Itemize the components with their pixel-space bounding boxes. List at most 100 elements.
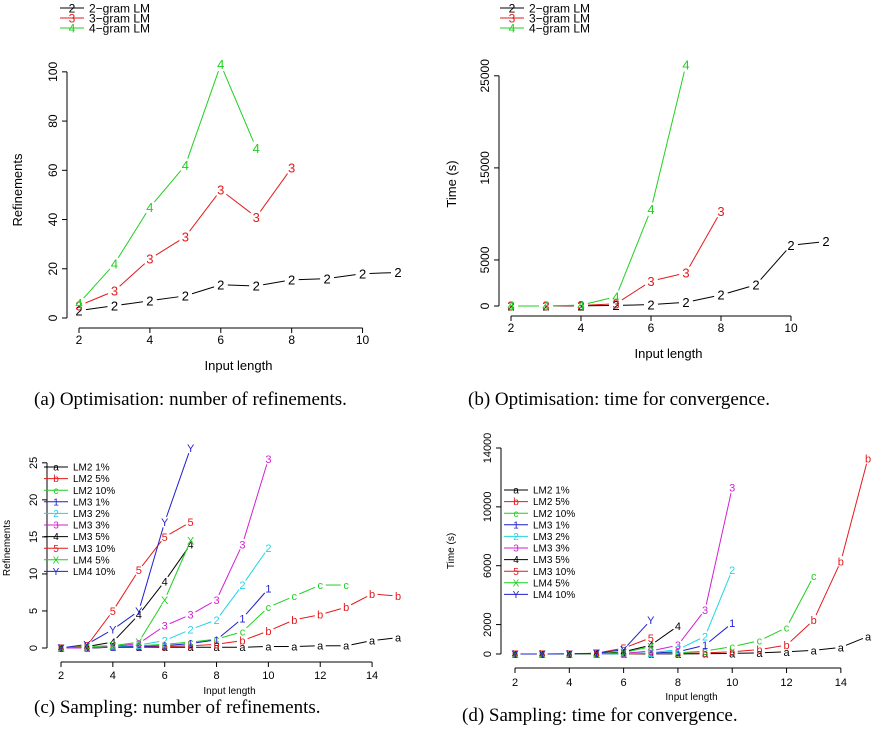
series-segment — [141, 604, 163, 638]
y-axis-label: Time (s) — [446, 533, 457, 569]
data-point: 3 — [612, 296, 619, 311]
series-segment — [115, 574, 137, 607]
series-segment — [245, 592, 266, 615]
data-point: 4 — [111, 257, 118, 272]
data-point: b — [621, 649, 627, 661]
data-point: b — [783, 640, 789, 652]
series-segment — [245, 552, 266, 581]
data-point: a — [84, 643, 91, 655]
data-point: 2 — [507, 299, 514, 314]
series-segment — [141, 585, 162, 611]
data-point: 4 — [58, 643, 64, 655]
x-tick-label: 8 — [675, 677, 681, 689]
data-point: a — [213, 642, 220, 654]
series-lm3-1-: 1 1 1 1 1 1 1 1 1 — [512, 618, 735, 661]
series-lm3-5-: 4 4 4 4 4 4 — [58, 539, 194, 655]
data-point: 2 — [675, 645, 681, 657]
series-segment — [167, 548, 188, 578]
data-point: a — [265, 641, 272, 653]
series-segment — [710, 651, 727, 654]
y-tick-label: 0 — [28, 645, 40, 651]
legend-marker: 4 — [509, 21, 516, 35]
x-tick-label: 4 — [578, 321, 585, 335]
series-segment — [144, 644, 160, 646]
data-point: b — [756, 645, 762, 657]
data-point: a — [317, 641, 324, 653]
legend-label: LM3 5% — [533, 555, 570, 566]
series-segment — [119, 263, 146, 287]
y-tick-label: 40 — [46, 213, 60, 227]
legend-marker: c — [514, 509, 519, 520]
data-point: 2 — [593, 649, 599, 661]
data-point: 4 — [566, 649, 572, 661]
series-segment — [710, 647, 727, 651]
y-tick-label: 14000 — [482, 433, 494, 464]
plot-area — [503, 54, 834, 312]
data-point: c — [512, 649, 518, 661]
x-tick-label: 6 — [621, 677, 627, 689]
data-point: X — [83, 641, 91, 653]
legend-label: LM4 10% — [533, 590, 575, 601]
data-point: c — [811, 571, 817, 583]
data-point: 5 — [539, 649, 545, 661]
data-point: b — [188, 641, 194, 653]
data-point: 2 — [84, 643, 90, 655]
y-tick-label: 60 — [46, 163, 60, 177]
data-point: 2 — [787, 238, 794, 253]
y-tick-label: 0 — [46, 314, 60, 321]
data-point: Y — [511, 649, 519, 661]
y-tick-label: 5000 — [478, 246, 492, 273]
series-segment — [144, 641, 160, 645]
data-point: 4 — [253, 141, 260, 156]
series-segment — [92, 642, 108, 647]
data-point: 2 — [702, 631, 708, 643]
data-point: 2 — [359, 266, 366, 281]
data-point: 3 — [507, 299, 514, 314]
series-segment — [760, 250, 787, 280]
legend-marker: 1 — [53, 497, 59, 508]
data-point: 3 — [146, 252, 153, 267]
data-point: c — [675, 648, 681, 660]
data-point: 2 — [136, 640, 142, 652]
data-point: 2 — [253, 279, 260, 294]
data-point: 2 — [729, 565, 735, 577]
legend: 2 2−gram LM 3 3−gram LM 4 4−gram LM — [60, 1, 150, 35]
y-tick-label: 10 — [28, 568, 40, 580]
data-point: b — [811, 615, 817, 627]
series-segment — [682, 638, 701, 648]
series-segment — [66, 646, 82, 649]
data-point: 4 — [162, 576, 168, 588]
data-point: 4 — [217, 57, 224, 72]
x-axis-label: Input length — [635, 346, 703, 361]
data-point: 1 — [539, 649, 545, 661]
x-tick-label: 10 — [784, 321, 798, 335]
data-point: c — [292, 591, 298, 603]
data-point: 3 — [75, 298, 82, 313]
data-point: X — [109, 641, 117, 653]
series-lm4-10-: Y Y Y Y Y Y — [57, 443, 195, 655]
data-point: b — [343, 602, 349, 614]
data-point: 2 — [146, 293, 153, 308]
series-segment — [83, 268, 111, 299]
data-point: a — [702, 649, 709, 661]
data-point: c — [784, 622, 790, 634]
x-tick-label: 8 — [213, 670, 219, 682]
series-segment — [223, 70, 254, 142]
data-point: a — [239, 642, 246, 654]
series-segment — [196, 639, 212, 642]
data-point: b — [84, 643, 90, 655]
series-segment — [118, 643, 134, 647]
series-segment — [683, 645, 700, 651]
x-tick-label: 4 — [110, 670, 116, 682]
series-lm3-1-: 1 1 1 1 1 1 1 1 1 — [58, 584, 272, 655]
data-point: a — [291, 641, 298, 653]
y-tick-label: 6000 — [482, 553, 494, 577]
legend-marker: c — [54, 486, 59, 497]
data-point: c — [594, 649, 600, 661]
data-point: 4 — [675, 621, 681, 633]
series-lm4-10-: Y Y Y Y Y Y — [511, 615, 655, 661]
series-lm3-3-: 3 3 3 3 3 3 3 3 3 — [58, 454, 272, 655]
x-tick-label: 14 — [366, 670, 378, 682]
series-segment — [737, 649, 754, 652]
